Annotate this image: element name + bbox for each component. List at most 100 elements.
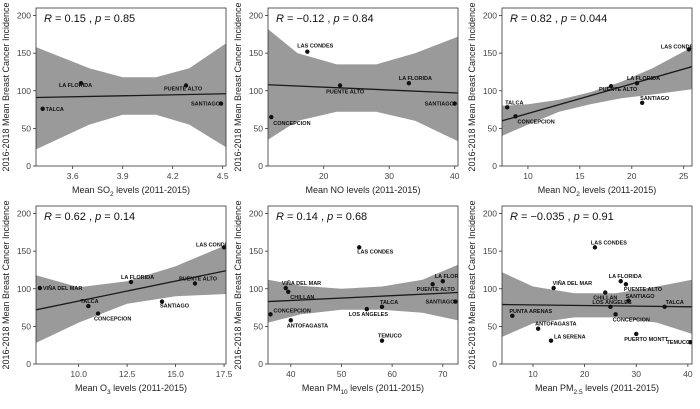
chart-panel-2: CONCEPCION LAS CONDES PUENTE ALTO LA FLORID…: [233, 2, 460, 195]
y-tick-label: 0: [492, 359, 497, 369]
stat-eq: =: [52, 13, 65, 25]
y-tick-label: 100: [17, 284, 31, 294]
stat-eq: =: [340, 13, 353, 25]
point-label: PUENTE ALTO: [179, 276, 218, 282]
point-label: ANTOFAGASTA: [535, 322, 576, 328]
data-point: [128, 279, 134, 285]
data-point: [603, 290, 608, 295]
y-tick-label: 150: [17, 246, 31, 256]
point-label: TALCA: [505, 100, 523, 106]
point-label: CONCEPCION: [274, 308, 311, 314]
data-point: [78, 81, 84, 86]
stat-r-value: 0.62: [65, 211, 86, 223]
x-axis-title-tail: levels (2011-2015): [583, 383, 659, 393]
x-axis-title-subscript: 2: [110, 191, 114, 198]
y-axis-title: 2016-2018 Mean Breast Cancer Incidence: [233, 200, 243, 369]
x-axis-title-tail: levels (2011-2015): [111, 383, 187, 393]
data-point: [406, 81, 412, 86]
stat-p-symbol: p: [326, 211, 333, 223]
y-tick-label: 100: [17, 86, 31, 96]
regression-line: [268, 291, 458, 303]
stat-p-symbol: p: [573, 211, 580, 223]
point-label: LOS ANGELES: [592, 300, 632, 306]
chart-panel-1: TALCA LA FLORIDA PUENTE ALTO SANTIAGO 0 50 100…: [1, 2, 229, 198]
stat-p-value: 0.91: [592, 211, 613, 223]
data-point: [510, 313, 515, 319]
data-point: [453, 299, 458, 304]
y-tick-label: 100: [483, 284, 497, 294]
stat-eq: =: [333, 211, 346, 223]
stat-p-value: 0.84: [352, 13, 373, 25]
x-tick-label: 10.0: [70, 369, 87, 379]
data-point: [95, 311, 101, 316]
stat-annotation: R = 0.15 , p = 0.85: [44, 13, 135, 25]
stat-sep: ,: [552, 13, 561, 25]
point-label: LA FLORIDA: [627, 76, 660, 82]
x-tick-label: 10: [528, 369, 538, 379]
y-tick-label: 150: [17, 48, 31, 58]
y-tick-label: 0: [26, 359, 31, 369]
data-point: [37, 285, 43, 291]
point-label: SANTIAGO: [625, 294, 655, 300]
stat-r-value: 0.82: [531, 13, 552, 25]
x-axis-title-main: Mean NO: [306, 185, 345, 195]
y-tick-label: 50: [22, 123, 32, 133]
data-point: [283, 285, 288, 291]
data-point: [639, 100, 645, 106]
confidence-band: [502, 272, 692, 337]
data-point: [504, 105, 510, 110]
point-label: LA FLORIDA: [435, 274, 468, 280]
x-tick-label: 10: [523, 171, 533, 181]
x-tick-label: 20: [319, 171, 329, 181]
data-point: [513, 114, 518, 119]
stat-r-value: −0.12: [297, 13, 325, 25]
stat-eq: =: [101, 211, 114, 223]
data-point: [337, 83, 343, 88]
stat-eq: =: [567, 13, 580, 25]
plot-frame: [35, 7, 227, 167]
stat-annotation: R = −0.12 , p = 0.84: [276, 13, 374, 25]
y-tick-label: 50: [22, 321, 32, 331]
y-tick-label: 0: [258, 161, 263, 171]
stat-annotation: R = −0.035 , p = 0.91: [510, 211, 614, 223]
chart-panel-5: CONCEPCION VIÑA DEL MAR CHILLAN ANTOFAGASTA…: [233, 200, 468, 396]
point-label: CONCEPCION: [517, 119, 554, 125]
stat-p-value: 0.85: [114, 13, 135, 25]
stat-sep: ,: [86, 211, 95, 223]
data-point: [40, 106, 45, 112]
point-label: CONCEPCION: [273, 121, 310, 127]
stat-sep: ,: [86, 13, 95, 25]
x-axis-title: Mean PM2.5 levels (2011-2015): [535, 383, 659, 396]
point-label: ANTOFAGASTA: [287, 323, 328, 329]
point-label: PUENTE ALTO: [624, 287, 663, 293]
stat-sep: ,: [564, 211, 573, 223]
data-point: [626, 298, 631, 303]
y-tick-label: 200: [249, 11, 263, 21]
point-label: PUENTE ALTO: [326, 89, 365, 95]
data-point: [688, 339, 692, 345]
x-axis-title-tail: levels (2011-2015): [580, 185, 656, 195]
data-point: [183, 83, 189, 88]
point-label: TEMUCO: [666, 340, 691, 346]
data-point: [430, 282, 435, 287]
data-point: [218, 101, 224, 106]
stat-eq: =: [284, 211, 297, 223]
point-label: TALCA: [380, 300, 398, 306]
stat-r-value: 0.14: [297, 211, 318, 223]
data-point: [364, 306, 369, 312]
y-tick-label: 200: [483, 209, 497, 219]
point-label: TEMUCO: [378, 334, 403, 340]
x-tick-label: 40: [286, 369, 296, 379]
x-tick-label: 20: [627, 171, 637, 181]
regression-line: [268, 84, 458, 94]
confidence-band: [268, 29, 458, 142]
confidence-band: [36, 43, 226, 150]
x-axis-title: Mean PM10 levels (2011-2015): [302, 383, 424, 396]
x-axis-title-main: Mean NO: [538, 185, 577, 195]
data-point: [379, 304, 385, 310]
stat-r-value: −0.035: [531, 211, 565, 223]
point-label: CONCEPCION: [94, 317, 131, 323]
regression-line: [36, 93, 226, 99]
stat-p-symbol: p: [560, 13, 567, 25]
stat-p-value: 0.68: [346, 211, 367, 223]
